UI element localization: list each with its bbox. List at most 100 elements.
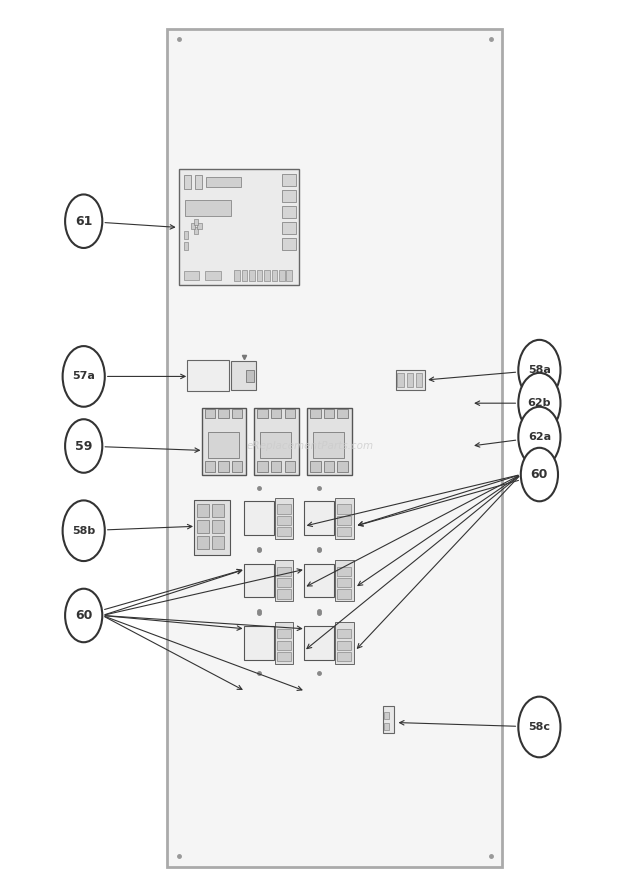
Bar [397,373,404,387]
Bar [337,516,351,525]
Bar [242,270,247,281]
Bar [244,564,274,598]
Bar [257,270,262,281]
Bar [246,370,254,382]
Bar [202,408,246,475]
Bar [277,652,291,661]
Bar [167,29,502,867]
Bar [335,623,353,664]
Bar [337,640,351,650]
Bar [307,408,352,475]
Bar [277,516,291,525]
Circle shape [518,340,560,401]
Bar [282,190,296,202]
Bar [184,231,188,239]
Bar [194,219,198,225]
Bar [304,501,334,535]
Bar [197,536,209,549]
Bar [337,590,351,599]
Text: 62a: 62a [528,432,551,442]
Bar [272,270,277,281]
Bar [396,370,425,390]
Bar [285,409,295,418]
Bar [184,242,188,250]
Bar [282,206,296,218]
Bar [205,409,215,418]
Circle shape [65,589,102,642]
Circle shape [518,407,560,467]
Bar [285,461,295,472]
Bar [205,271,221,280]
Bar [279,270,285,281]
Bar [282,222,296,234]
Bar [277,590,291,599]
Bar [310,409,321,418]
Text: 58c: 58c [528,722,551,732]
Bar [384,723,389,730]
Bar [313,432,344,458]
Text: 58b: 58b [72,525,95,536]
Bar [257,461,268,472]
Bar [277,527,291,536]
Circle shape [521,448,558,501]
Bar [310,461,321,472]
Bar [234,270,240,281]
Circle shape [65,419,102,473]
Bar [282,238,296,250]
Bar [275,560,293,601]
Bar [277,640,291,650]
Text: 60: 60 [531,468,548,481]
Bar [191,223,195,229]
Bar [277,566,291,576]
Bar [286,270,292,281]
Bar [337,504,351,514]
Bar [197,520,209,533]
Bar [179,169,299,285]
Bar [324,461,334,472]
Bar [208,432,239,458]
Bar [205,461,215,472]
Text: 62b: 62b [528,398,551,409]
Bar [407,373,413,387]
Text: 61: 61 [75,215,92,227]
Bar [337,566,351,576]
Bar [187,360,229,391]
Bar [185,200,231,216]
Circle shape [518,373,560,434]
Bar [271,461,281,472]
Bar [277,504,291,514]
Bar [195,175,202,189]
Bar [184,271,199,280]
Bar [324,409,334,418]
Text: 58a: 58a [528,365,551,376]
Bar [264,270,270,281]
Bar [194,500,230,555]
Bar [212,536,224,549]
Text: 60: 60 [75,609,92,622]
Bar [383,706,394,733]
Bar [277,578,291,588]
Circle shape [65,194,102,248]
Bar [282,174,296,186]
Bar [244,501,274,535]
Circle shape [518,697,560,757]
Bar [337,578,351,588]
Bar [335,560,353,601]
Text: 57a: 57a [73,371,95,382]
Circle shape [63,500,105,561]
Bar [275,623,293,664]
Bar [271,409,281,418]
Bar [232,409,242,418]
Bar [260,432,291,458]
Bar [337,409,348,418]
Bar [184,175,191,189]
Bar [275,498,293,539]
Bar [249,270,255,281]
Bar [384,712,389,719]
Bar [197,504,209,517]
Bar [197,223,202,229]
Bar [206,177,241,187]
Bar [194,227,198,234]
Bar [304,564,334,598]
Bar [337,527,351,536]
